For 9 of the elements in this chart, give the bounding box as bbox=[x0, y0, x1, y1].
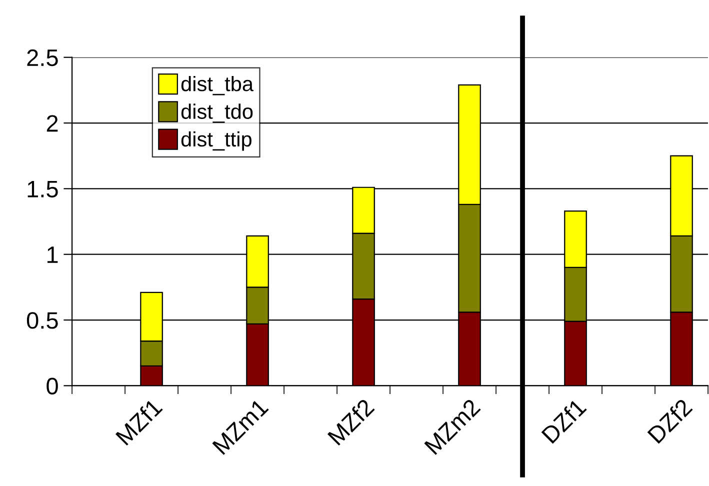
y-tick-label: 0.5 bbox=[26, 312, 58, 329]
y-tick-label: 1 bbox=[48, 246, 58, 263]
y-tick-label: 2 bbox=[46, 115, 58, 132]
y-tick-label: 2.5 bbox=[27, 49, 58, 66]
legend-label: dist_tdo bbox=[181, 104, 253, 123]
legend-label: dist_ttip bbox=[181, 131, 252, 151]
y-tick-label: 0 bbox=[46, 378, 58, 394]
legend-label: dist_tba bbox=[181, 76, 254, 96]
y-tick-label: 1.5 bbox=[28, 180, 58, 198]
